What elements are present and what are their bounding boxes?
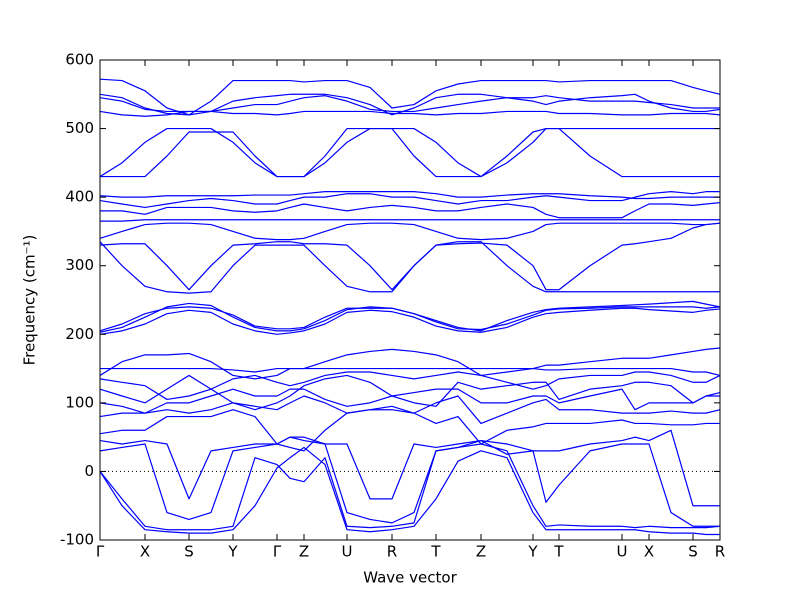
x-tick-label: S [688,543,698,561]
x-tick-label: R [715,543,725,561]
y-tick-label: 500 [65,119,94,137]
band-line [99,395,721,425]
y-tick-label: 100 [65,393,94,411]
y-tick-label: 400 [65,188,94,206]
band-line [99,371,721,401]
y-tick-label: -100 [60,531,94,549]
x-tick-label: Γ [273,543,282,561]
band-line [99,110,721,117]
band-line [99,409,720,452]
x-tick-label: T [553,543,564,561]
y-tick-label: 200 [65,325,94,343]
band-line [99,300,721,332]
band-line [99,443,721,531]
y-axis-label: Frequency (cm⁻¹) [21,235,39,366]
x-tick-label: T [430,543,441,561]
band-line [99,127,720,178]
band-line [100,202,721,219]
x-tick-label: U [617,543,628,561]
x-tick-label: U [342,543,353,561]
band-line [99,78,721,116]
band-line [100,219,720,222]
x-tick-label: X [140,543,150,561]
x-tick-label: Z [476,543,486,561]
band-line [99,307,721,335]
y-tick-label: 600 [65,51,94,69]
band-line [99,388,720,414]
x-tick-label: Y [227,543,238,561]
x-axis-label: Wave vector [363,569,457,587]
x-tick-label: X [644,543,654,561]
band-line [99,222,721,241]
band-line [99,429,720,507]
x-tick-label: R [387,543,397,561]
plot-frame [99,59,721,541]
x-tick-label: Γ [96,543,105,561]
band-line [100,127,720,178]
band-line [99,436,720,527]
band-line [100,367,721,377]
x-tick-label: S [184,543,194,561]
y-tick-label: 300 [65,256,94,274]
band-line [99,347,721,380]
band-line [99,446,720,536]
band-line [99,191,720,200]
x-tick-label: Z [299,543,309,561]
band-line [99,374,721,411]
band-line [99,222,721,291]
band-line [99,191,720,209]
y-tick-label: 0 [84,462,94,480]
x-tick-label: Y [527,543,538,561]
